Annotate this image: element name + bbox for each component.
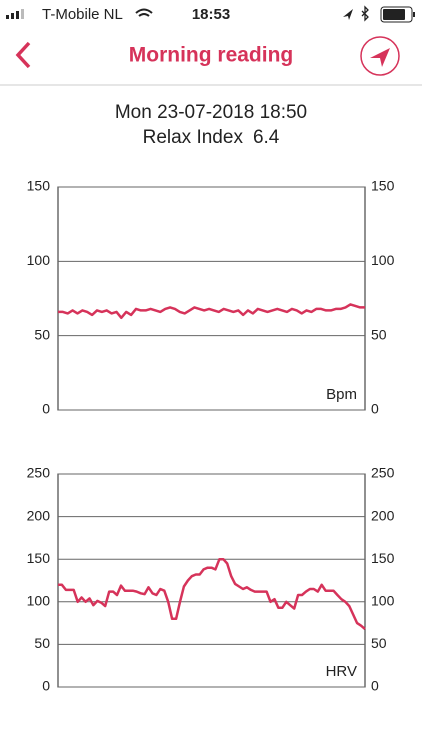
screen-title: Morning reading (129, 44, 294, 67)
signal (6, 9, 24, 19)
carrier: T-Mobile NL (42, 6, 123, 23)
bluetooth-icon (361, 5, 369, 22)
y-tick-label: 0 (42, 678, 50, 694)
location-icon (343, 9, 353, 20)
series-label: Bpm (326, 386, 357, 403)
y2-tick-label: 200 (371, 507, 395, 523)
y-tick-label: 150 (27, 178, 51, 194)
relax-index: Relax Index 6.4 (143, 127, 280, 148)
y-tick-label: 200 (27, 507, 51, 523)
y2-tick-label: 50 (371, 635, 387, 651)
y2-tick-label: 150 (371, 550, 395, 566)
series-line (58, 557, 366, 631)
plot-frame (57, 473, 366, 688)
y-tick-label: 0 (42, 401, 50, 417)
y2-tick-label: 250 (371, 465, 395, 481)
y2-tick-label: 0 (371, 678, 379, 694)
y-tick-label: 100 (27, 593, 51, 609)
back-button[interactable] (15, 41, 31, 69)
y2-tick-label: 100 (371, 593, 395, 609)
y-tick-label: 50 (34, 635, 50, 651)
battery (380, 6, 415, 23)
y-tick-label: 250 (27, 465, 51, 481)
y-tick-label: 150 (27, 550, 51, 566)
y2-tick-label: 100 (371, 252, 395, 268)
reading-date: Mon 23-07-2018 18:50 (115, 102, 307, 123)
relax-value: 6.4 (253, 127, 280, 148)
y2-tick-label: 0 (371, 401, 379, 417)
clock: 18:53 (192, 6, 230, 23)
y-tick-label: 50 (34, 326, 50, 342)
series-label: HRV (326, 663, 357, 680)
y2-tick-label: 150 (371, 178, 395, 194)
navigate-button[interactable] (360, 36, 400, 76)
y-tick-label: 100 (27, 252, 51, 268)
plot-frame (57, 186, 366, 411)
series-line (58, 303, 365, 320)
relax-label: Relax Index (143, 127, 244, 148)
wifi-icon (135, 8, 153, 17)
y2-tick-label: 50 (371, 326, 387, 342)
